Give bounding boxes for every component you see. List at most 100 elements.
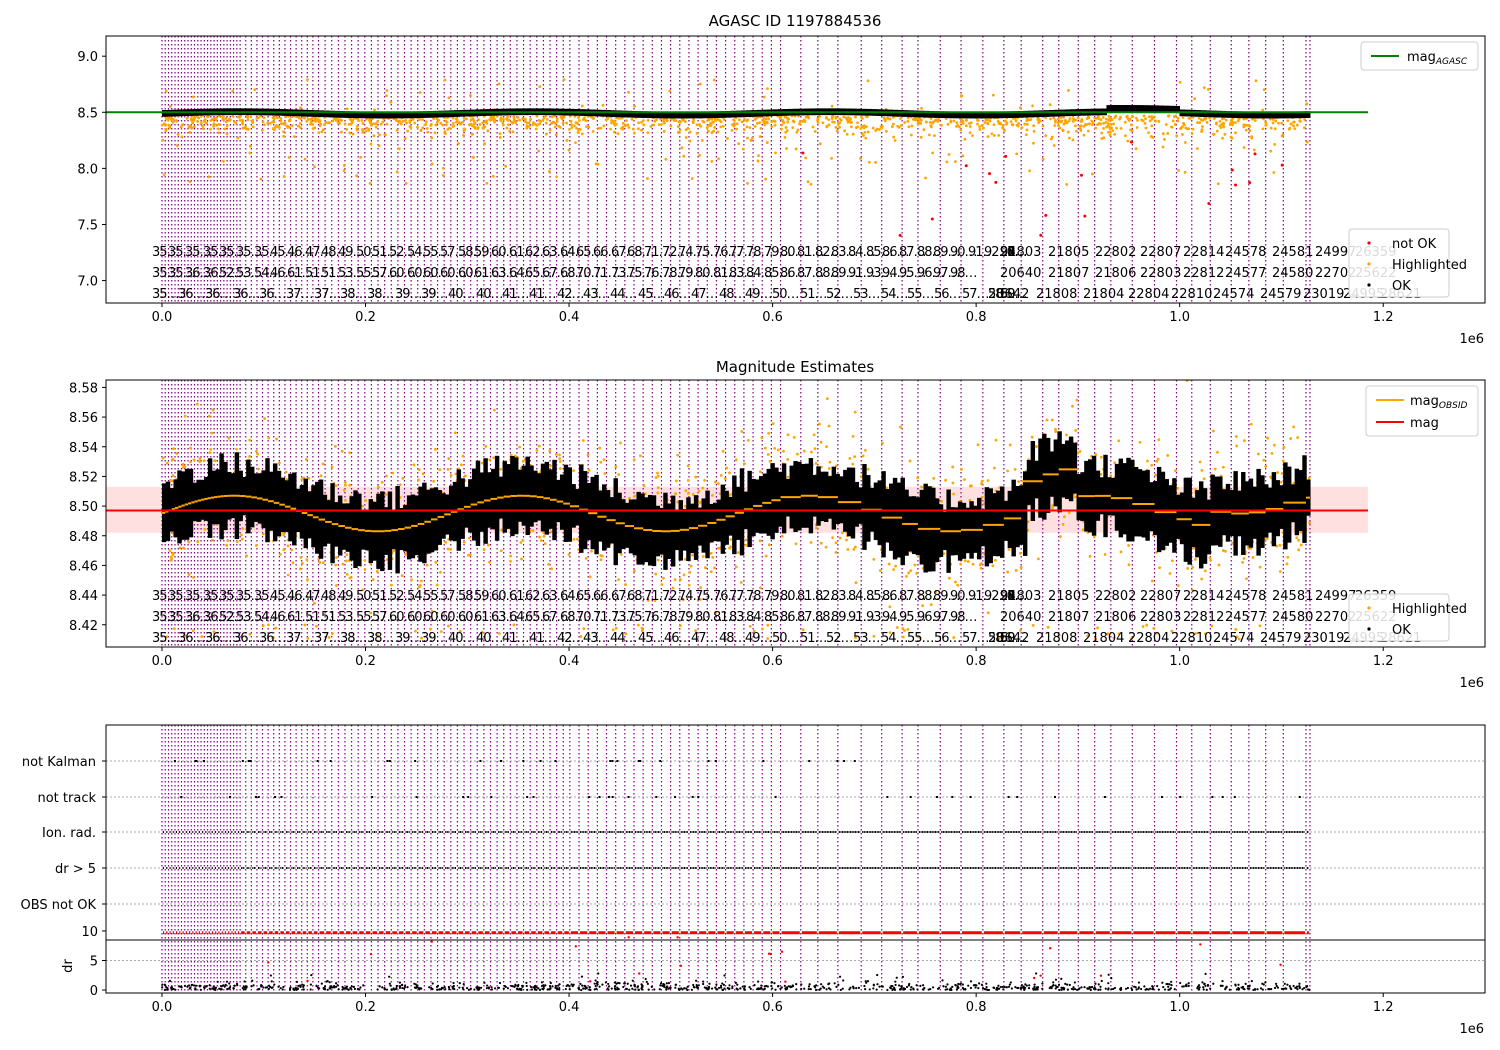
magnitude-highlighted-point xyxy=(187,573,191,576)
agasc-highlighted-point xyxy=(838,125,841,129)
magnitude-ok-column xyxy=(322,494,328,547)
agasc-highlighted-point xyxy=(1216,182,1220,186)
agasc-highlighted-point xyxy=(711,120,715,124)
magnitude-highlighted-point xyxy=(786,433,790,437)
agasc-highlighted-point xyxy=(999,122,1003,126)
agasc-ok-band xyxy=(621,110,627,118)
magnitude-ok-column xyxy=(1038,438,1043,518)
agasc-highlighted-point xyxy=(1058,126,1062,130)
agasc-highlighted-point xyxy=(224,120,228,124)
agasc-highlighted-point xyxy=(1074,124,1077,128)
agasc-ok-band xyxy=(161,110,168,117)
agasc-highlighted-point xyxy=(831,114,835,118)
magnitude-obsid-label: 81… xyxy=(797,589,824,604)
magnitude-obsid-tail-label: 24578 xyxy=(1225,589,1266,604)
magnitude-ok-column xyxy=(705,490,710,559)
magnitude-highlighted-point xyxy=(345,553,349,556)
magnitude-highlighted-point xyxy=(345,572,349,576)
agasc-highlighted-point xyxy=(331,119,335,123)
magnitude-highlighted-point xyxy=(554,453,558,456)
magnitude-highlighted-point xyxy=(908,459,912,463)
magnitude-highlighted-point xyxy=(739,581,743,584)
agasc-highlighted-point xyxy=(1148,119,1152,123)
magnitude-highlighted-point xyxy=(1145,623,1149,627)
agasc-highlighted-point xyxy=(680,146,684,150)
magnitude-highlighted-point xyxy=(759,586,762,590)
magnitude-highlighted-point xyxy=(313,601,316,605)
agasc-highlighted-point xyxy=(336,117,339,121)
agasc-highlighted-point xyxy=(1017,121,1020,125)
magnitude-highlighted-point xyxy=(940,499,943,503)
agasc-highlighted-point xyxy=(830,117,834,121)
agasc-highlighted-point xyxy=(1093,116,1097,120)
magnitude-highlighted-point xyxy=(172,447,175,451)
agasc-highlighted-point xyxy=(748,126,752,129)
magnitude-obsid-label: 49… xyxy=(745,631,772,646)
agasc-highlighted-point xyxy=(890,125,894,129)
agasc-highlighted-point xyxy=(501,121,505,125)
agasc-highlighted-point xyxy=(544,132,548,136)
agasc-highlighted-point xyxy=(1071,138,1075,142)
magnitude-highlighted-point xyxy=(1235,444,1239,448)
agasc-obsid-label: 72… xyxy=(662,245,689,260)
flags-sparse-mark xyxy=(532,796,535,798)
agasc-highlighted-point xyxy=(232,120,236,124)
agasc-highlighted-point xyxy=(991,93,995,97)
agasc-highlighted-point xyxy=(199,121,203,125)
agasc-obsid-label: 55… xyxy=(907,287,934,302)
agasc-obsid-label: 68… xyxy=(560,266,587,281)
magnitude-highlighted-point xyxy=(284,470,288,474)
magnitude-highlighted-point xyxy=(711,555,715,559)
agasc-highlighted-point xyxy=(361,128,365,132)
agasc-highlighted-point xyxy=(646,177,649,180)
agasc-notok-point xyxy=(1004,154,1008,158)
magnitude-obsid-label: 40… xyxy=(448,631,475,646)
agasc-highlighted-point xyxy=(1230,120,1234,124)
agasc-highlighted-point xyxy=(356,124,359,128)
magnitude-highlighted-point xyxy=(835,464,838,468)
agasc-obsid-label: 47… xyxy=(691,287,718,302)
magnitude-highlighted-point xyxy=(848,457,852,460)
magnitude-highlighted-point xyxy=(1009,593,1013,597)
agasc-highlighted-point xyxy=(383,133,387,137)
magnitude-highlighted-point xyxy=(518,445,522,449)
agasc-ok-band xyxy=(1299,111,1306,119)
agasc-highlighted-point xyxy=(764,177,767,181)
agasc-obsid-label: 88… xyxy=(815,266,842,281)
agasc-ok-band xyxy=(1002,111,1008,119)
magnitude-obsid-label: 42… xyxy=(557,631,584,646)
magnitude-ytick-label: 8.44 xyxy=(69,589,98,604)
agasc-highlighted-point xyxy=(168,126,172,130)
agasc-highlighted-point xyxy=(224,117,228,120)
magnitude-highlighted-point xyxy=(348,451,352,455)
agasc-highlighted-point xyxy=(1183,170,1187,174)
agasc-highlighted-point xyxy=(1053,124,1057,127)
magnitude-highlighted-point xyxy=(349,576,353,579)
agasc-highlighted-point xyxy=(652,123,656,127)
agasc-highlighted-point xyxy=(569,120,573,123)
magnitude-highlighted-point xyxy=(689,564,693,568)
agasc-highlighted-point xyxy=(653,119,657,123)
agasc-highlighted-point xyxy=(401,120,405,123)
agasc-highlighted-point xyxy=(919,118,923,122)
magnitude-highlighted-point xyxy=(1150,463,1154,467)
agasc-obsid-label: 61… xyxy=(287,266,314,281)
magnitude-obsid-label: 89… xyxy=(831,610,858,625)
agasc-highlighted-point xyxy=(502,117,505,121)
agasc-highlighted-point xyxy=(1298,119,1302,123)
agasc-highlighted-point xyxy=(518,118,521,122)
agasc-highlighted-point xyxy=(682,154,686,158)
magnitude-obsid-label: 35… xyxy=(152,610,179,625)
agasc-highlighted-point xyxy=(531,123,535,127)
agasc-highlighted-point xyxy=(1136,118,1139,122)
magnitude-highlighted-point xyxy=(1208,556,1212,560)
agasc-highlighted-point xyxy=(260,128,264,132)
agasc-highlighted-point xyxy=(1250,136,1254,140)
agasc-highlighted-point xyxy=(538,122,542,126)
agasc-obsid-label: 39… xyxy=(395,287,422,302)
magnitude-highlighted-point xyxy=(161,456,165,460)
magnitude-highlighted-point xyxy=(851,462,855,466)
agasc-obsid-tail-label: 22812 xyxy=(1183,266,1224,281)
magnitude-highlighted-point xyxy=(656,486,660,490)
agasc-highlighted-point xyxy=(463,127,467,131)
